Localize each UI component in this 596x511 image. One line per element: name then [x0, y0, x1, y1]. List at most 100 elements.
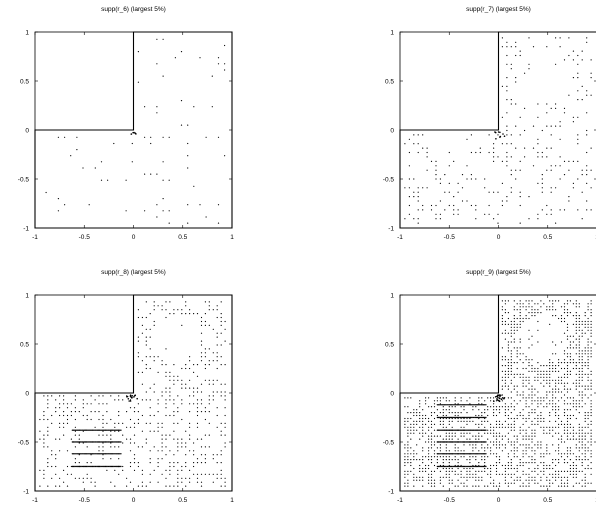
support-point — [430, 479, 433, 481]
support-point — [165, 371, 167, 373]
support-point — [430, 482, 433, 484]
support-point — [133, 454, 136, 456]
band-point — [461, 404, 463, 406]
band-point — [453, 453, 455, 455]
support-point — [522, 473, 524, 475]
band-point — [478, 465, 480, 468]
support-point — [552, 435, 554, 437]
support-point — [550, 147, 552, 149]
support-point — [563, 112, 566, 114]
support-point — [445, 400, 447, 402]
band-point — [478, 429, 480, 431]
support-point — [537, 373, 539, 375]
support-point — [590, 332, 592, 334]
support-point — [413, 450, 415, 452]
band-point — [476, 416, 479, 419]
support-point — [463, 426, 465, 428]
support-point — [584, 438, 586, 440]
support-point — [185, 442, 187, 444]
support-point — [66, 414, 69, 417]
band-point — [467, 441, 469, 443]
band-point — [94, 453, 96, 455]
support-point — [519, 394, 521, 396]
support-point — [566, 470, 569, 472]
support-point — [137, 309, 139, 311]
support-point — [413, 134, 415, 136]
support-point — [439, 470, 441, 472]
support-point — [522, 444, 524, 446]
support-point — [47, 465, 49, 468]
support-point — [590, 482, 592, 484]
support-point — [149, 367, 151, 370]
support-point — [153, 301, 155, 303]
support-point — [501, 359, 503, 361]
band-point — [440, 404, 442, 406]
support-point — [70, 438, 72, 440]
support-point — [413, 218, 415, 220]
support-point — [407, 432, 409, 434]
band-point — [466, 429, 468, 431]
support-point — [543, 470, 545, 472]
support-point — [572, 182, 575, 184]
support-point — [534, 312, 536, 314]
support-point — [519, 376, 521, 378]
support-point — [549, 370, 551, 372]
support-point — [430, 412, 433, 414]
support-point — [141, 360, 143, 362]
support-point — [66, 403, 69, 405]
support-point — [506, 41, 508, 43]
support-point — [460, 464, 462, 467]
support-point — [528, 362, 530, 364]
band-point — [446, 404, 448, 406]
support-point — [478, 426, 480, 428]
band-point — [90, 441, 93, 443]
support-point — [74, 395, 76, 397]
support-point — [540, 470, 542, 472]
support-point — [407, 441, 409, 443]
support-point — [516, 323, 518, 325]
support-point — [185, 430, 187, 432]
support-point — [543, 462, 545, 464]
support-point — [590, 420, 592, 422]
support-point — [560, 482, 563, 484]
support-point — [448, 470, 450, 472]
support-point — [566, 482, 569, 484]
support-point — [413, 473, 415, 475]
support-point — [422, 429, 424, 431]
support-point — [546, 476, 548, 478]
band-point — [436, 429, 439, 431]
support-point — [563, 385, 566, 387]
support-point — [177, 462, 179, 464]
band-point — [453, 441, 455, 443]
support-point — [555, 365, 557, 367]
support-point — [59, 477, 61, 479]
support-point — [560, 367, 563, 370]
support-point — [507, 347, 509, 349]
corner-point — [500, 394, 502, 397]
support-point — [540, 485, 542, 487]
support-point — [433, 412, 436, 414]
band-point — [443, 441, 446, 443]
support-point — [584, 450, 586, 452]
support-point — [149, 422, 151, 424]
support-point — [510, 323, 512, 325]
support-point — [497, 213, 499, 215]
support-point — [519, 444, 521, 446]
support-point — [430, 476, 433, 478]
support-point — [43, 395, 45, 397]
support-point — [444, 209, 446, 211]
support-point — [525, 397, 527, 399]
support-point — [552, 309, 554, 311]
support-point — [513, 385, 515, 387]
support-point — [413, 414, 415, 417]
band-point — [114, 441, 116, 443]
support-point — [220, 383, 222, 385]
support-point — [578, 382, 580, 384]
support-point — [590, 323, 592, 325]
band-point — [88, 465, 90, 468]
support-point — [102, 422, 104, 424]
support-point — [493, 444, 495, 446]
support-point — [460, 397, 462, 399]
support-point — [404, 417, 406, 420]
support-point — [566, 367, 569, 370]
